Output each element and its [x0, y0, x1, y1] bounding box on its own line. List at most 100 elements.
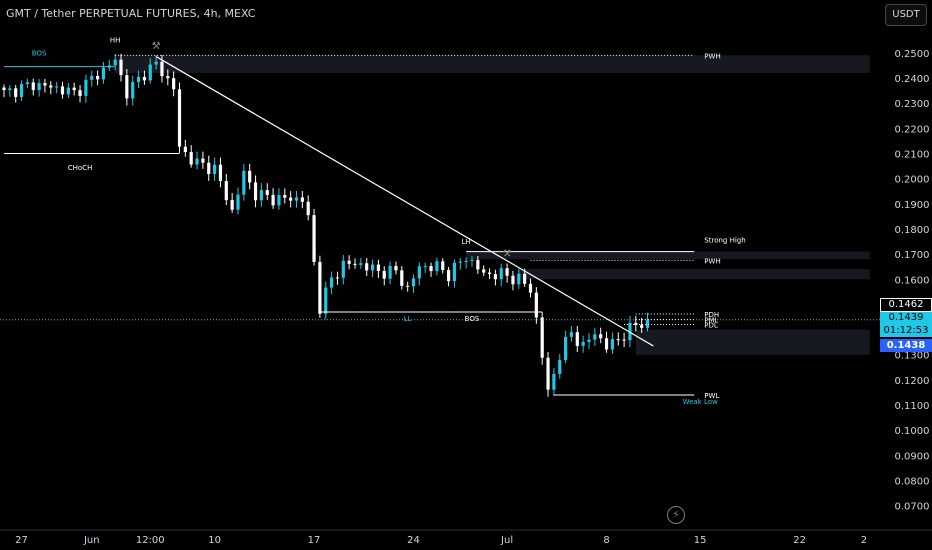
time-tick-label: Jul	[500, 535, 513, 546]
candle-body	[552, 373, 556, 390]
time-tick-label: 10	[208, 535, 221, 546]
candle-body	[528, 283, 533, 293]
candle-body	[55, 86, 59, 88]
candle-body	[300, 197, 304, 202]
candle-body	[347, 260, 351, 264]
candle-body	[90, 75, 94, 80]
candle-body	[25, 82, 29, 85]
candle	[370, 259, 375, 278]
candle	[587, 333, 591, 349]
candle	[552, 368, 556, 396]
candle-body	[224, 181, 228, 201]
price-tick-label: 0.1000	[895, 426, 930, 437]
candle-body	[423, 266, 427, 268]
candle-body	[452, 262, 457, 282]
price-tick-label: 0.1200	[895, 376, 930, 387]
level-label-0: PWH	[704, 52, 720, 60]
time-axis[interactable]: 27 Jun 12:00 10 17 24 Jul 8 15 22 2	[0, 529, 932, 546]
candle-body	[464, 260, 468, 262]
symbol-title[interactable]: GMT / Tether PERPETUAL FUTURES, 4h, MEXC	[6, 7, 256, 20]
time-tick-label: 15	[694, 535, 707, 546]
lightning-icon[interactable]: ⚡	[667, 506, 685, 524]
candle	[125, 69, 129, 106]
candle-body	[324, 287, 328, 314]
candle-body	[365, 263, 369, 271]
candle	[183, 139, 187, 157]
candle	[569, 326, 574, 342]
price-tick-label: 0.2300	[895, 99, 930, 110]
high-price-badge: 0.1462	[880, 298, 932, 312]
candle-body	[213, 164, 217, 175]
candle-body	[499, 268, 503, 280]
candle-body	[523, 273, 527, 284]
candle	[218, 157, 223, 188]
candle-body	[166, 76, 170, 79]
candle-body	[429, 266, 433, 272]
candle	[253, 175, 258, 208]
candle	[189, 145, 193, 168]
candle	[330, 271, 334, 295]
candle	[90, 70, 94, 87]
candle	[265, 183, 269, 201]
price-axis[interactable]: 0.2500 0.2400 0.2300 0.2200 0.2100 0.2000 0.19…	[880, 0, 932, 550]
candle-body	[330, 277, 334, 288]
currency-button[interactable]: USDT	[885, 4, 927, 26]
candle	[406, 281, 410, 292]
candle	[528, 278, 533, 298]
candle-body	[283, 195, 287, 198]
candle	[19, 80, 24, 101]
candle-body	[505, 268, 509, 276]
candle-body	[172, 78, 176, 90]
price-tick-label: 0.2200	[895, 124, 930, 135]
candle	[43, 78, 47, 93]
candle-body	[546, 357, 550, 390]
candle	[482, 265, 486, 276]
candle	[645, 312, 650, 332]
candle-body	[37, 83, 41, 91]
candle	[511, 270, 515, 291]
candle	[78, 85, 82, 103]
candle-body	[19, 84, 24, 97]
candle-body	[640, 324, 644, 328]
candle-body	[207, 162, 211, 175]
candle-body	[517, 273, 521, 285]
price-tick-label: 0.1700	[895, 250, 930, 261]
candle	[417, 262, 421, 286]
level-label-1: Strong High	[704, 237, 745, 245]
structure-label-2: CHoCH	[68, 164, 93, 172]
level-label-3: PDH	[704, 311, 719, 319]
bid-price-badge: 0.1438	[880, 339, 932, 352]
candle-body	[604, 338, 609, 350]
candle	[31, 78, 35, 96]
candle-body	[96, 75, 100, 80]
zone-3	[466, 251, 870, 260]
candle	[546, 352, 550, 397]
time-tick-label: 2	[861, 535, 867, 546]
candle	[101, 62, 106, 84]
candle	[575, 325, 579, 352]
candle-body	[125, 75, 129, 99]
time-tick-label: 22	[793, 535, 806, 546]
candle	[400, 266, 404, 290]
candle	[487, 268, 492, 280]
candle	[640, 317, 644, 333]
candle-body	[160, 61, 164, 77]
candle-body	[335, 277, 340, 279]
candle	[318, 255, 322, 318]
candle	[558, 354, 562, 379]
candle-body	[312, 215, 316, 262]
time-tick-label: 27	[15, 535, 28, 546]
trendline	[155, 56, 654, 347]
price-axis-background	[880, 0, 932, 550]
candle	[177, 82, 182, 153]
candle	[452, 259, 457, 288]
price-tick-label: 0.2000	[895, 175, 930, 186]
candle	[213, 157, 217, 181]
candle	[236, 187, 240, 215]
candle	[423, 262, 427, 273]
candle	[66, 82, 70, 98]
candle	[616, 332, 620, 346]
candle	[248, 163, 252, 190]
